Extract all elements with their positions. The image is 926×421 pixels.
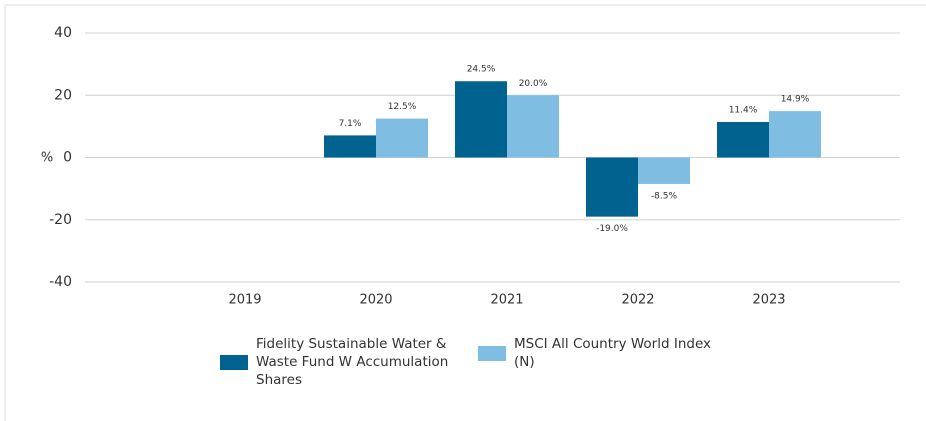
bar (324, 135, 376, 158)
bar (586, 157, 638, 217)
x-tick-label: 2020 (359, 293, 392, 308)
y-tick-label: 0 (63, 150, 72, 166)
value-label: 20.0% (519, 79, 548, 89)
y-tick-label: -20 (49, 212, 72, 228)
value-label: 24.5% (467, 65, 496, 75)
bar (638, 157, 690, 184)
y-axis-label: % (41, 151, 53, 166)
legend-item: Fidelity Sustainable Water & Waste Fund … (220, 335, 486, 389)
value-label: 14.9% (781, 95, 810, 105)
value-label: -19.0% (596, 224, 628, 234)
legend-label: Fidelity Sustainable Water & Waste Fund … (256, 336, 449, 388)
legend-swatch (478, 345, 506, 361)
legend-label: MSCI All Country World Index (N) (514, 336, 712, 370)
y-tick-label: 40 (54, 25, 72, 41)
bar (376, 118, 428, 158)
x-tick-label: 2019 (228, 293, 261, 308)
x-tick-label: 2022 (621, 293, 654, 308)
legend-item: MSCI All Country World Index (N) (478, 335, 729, 371)
x-tick-label: 2023 (752, 293, 785, 308)
bar (717, 122, 769, 158)
value-label: 7.1% (339, 119, 362, 129)
value-label: -8.5% (651, 191, 678, 201)
y-tick-label: -40 (49, 274, 72, 290)
value-label: 11.4% (729, 106, 758, 116)
y-tick-label: 20 (54, 87, 72, 103)
x-tick-label: 2021 (490, 293, 523, 308)
bar (455, 81, 507, 158)
bar (507, 95, 559, 158)
value-label: 12.5% (388, 102, 417, 112)
bar (769, 111, 821, 158)
legend-swatch (220, 354, 248, 370)
